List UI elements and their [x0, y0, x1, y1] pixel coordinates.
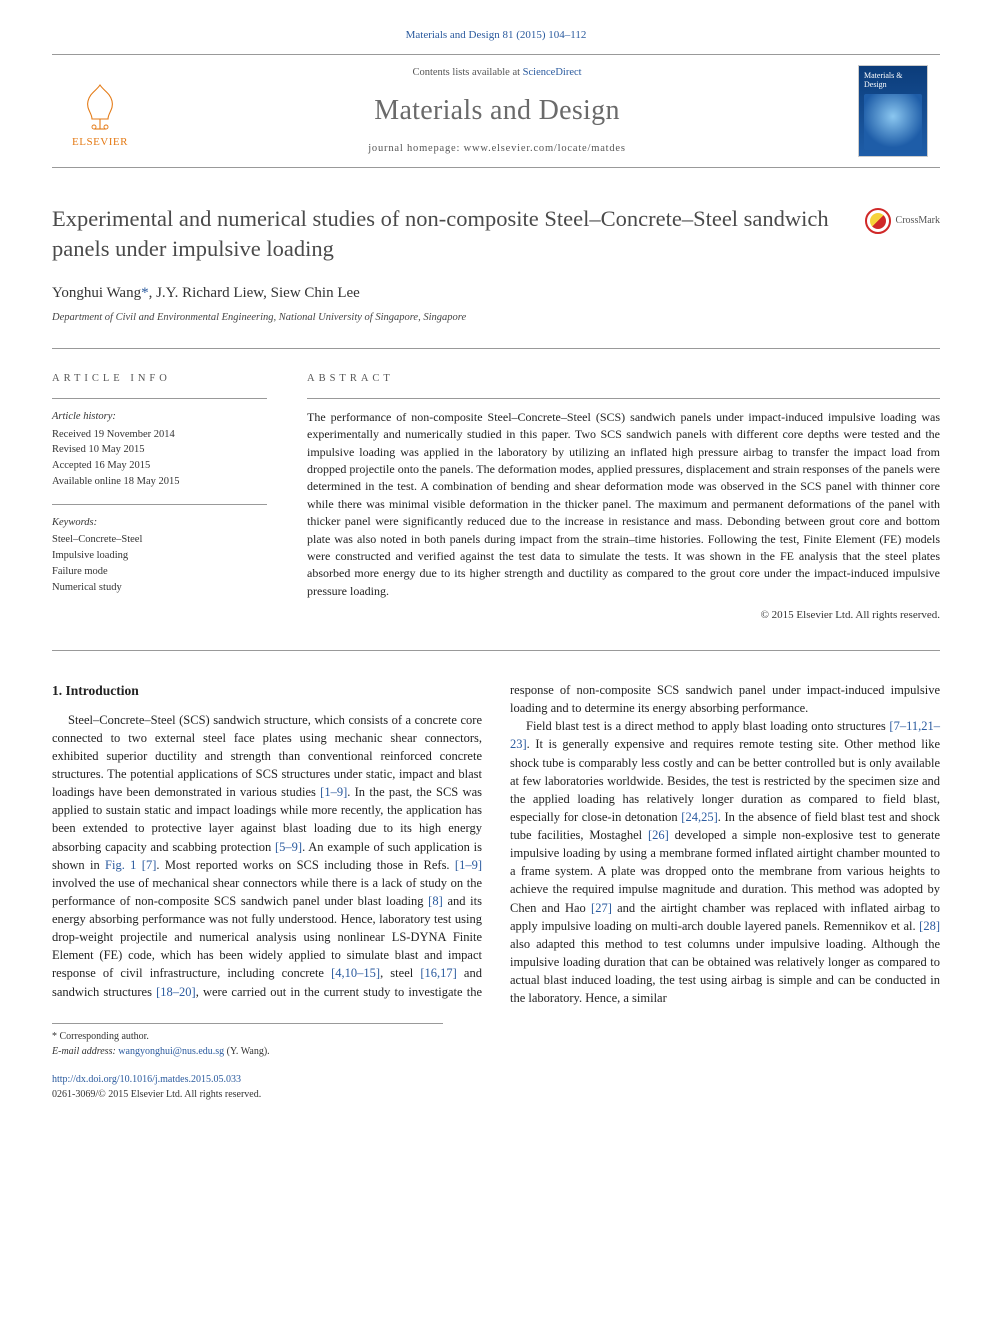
doi-link[interactable]: http://dx.doi.org/10.1016/j.matdes.2015.… [52, 1074, 241, 1085]
ref-link[interactable]: [1–9] [320, 785, 347, 799]
homepage-url[interactable]: www.elsevier.com/locate/matdes [464, 143, 626, 154]
divider [52, 650, 940, 651]
history-online: Available online 18 May 2015 [52, 474, 267, 490]
corresponding-author-note: * Corresponding author. [52, 1030, 443, 1045]
divider [52, 504, 267, 505]
abstract-text: The performance of non-composite Steel–C… [307, 409, 940, 600]
journal-homepage: journal homepage: www.elsevier.com/locat… [136, 141, 858, 156]
ref-link[interactable]: [1–9] [455, 858, 482, 872]
crossmark-button[interactable]: CrossMark [865, 208, 940, 234]
keyword: Failure mode [52, 564, 267, 580]
cover-title: Materials & Design [864, 72, 922, 90]
publisher-name: ELSEVIER [72, 135, 128, 151]
keyword: Numerical study [52, 580, 267, 596]
authors: Yonghui Wang*, J.Y. Richard Liew, Siew C… [52, 283, 940, 305]
abstract-copyright: © 2015 Elsevier Ltd. All rights reserved… [307, 608, 940, 624]
crossmark-icon [865, 208, 891, 234]
divider [52, 348, 940, 349]
divider [307, 398, 940, 399]
ref-link[interactable]: [27] [591, 901, 612, 915]
sciencedirect-link[interactable]: ScienceDirect [523, 67, 582, 78]
email-who: (Y. Wang). [224, 1046, 270, 1057]
authors-rest: , J.Y. Richard Liew, Siew Chin Lee [149, 285, 360, 301]
history-revised: Revised 10 May 2015 [52, 442, 267, 458]
history-title: Article history: [52, 409, 267, 425]
affiliation: Department of Civil and Environmental En… [52, 310, 940, 325]
fig-link[interactable]: Fig. 1 [105, 858, 136, 872]
ref-link[interactable]: [18–20] [156, 985, 196, 999]
elsevier-tree-icon [78, 81, 122, 131]
ref-link[interactable]: [8] [428, 894, 443, 908]
ref-link[interactable]: [5–9] [275, 840, 302, 854]
history-accepted: Accepted 16 May 2015 [52, 458, 267, 474]
journal-reference: Materials and Design 81 (2015) 104–112 [52, 28, 940, 44]
keywords-title: Keywords: [52, 515, 267, 531]
keyword: Steel–Concrete–Steel [52, 532, 267, 548]
divider [52, 398, 267, 399]
journal-cover-thumb: Materials & Design [858, 65, 928, 157]
abstract-heading: ABSTRACT [307, 371, 940, 386]
corr-author-email[interactable]: wangyonghui@nus.edu.sg [118, 1046, 224, 1057]
article-info-heading: ARTICLE INFO [52, 371, 267, 386]
ref-link[interactable]: [28] [919, 919, 940, 933]
cover-art [864, 94, 922, 150]
intro-paragraph-2: Field blast test is a direct method to a… [510, 717, 940, 1007]
section-heading-intro: 1. Introduction [52, 681, 482, 701]
crossmark-label: CrossMark [896, 214, 940, 229]
doi-block: http://dx.doi.org/10.1016/j.matdes.2015.… [52, 1073, 940, 1102]
ref-link[interactable]: [16,17] [420, 966, 456, 980]
contents-prefix: Contents lists available at [412, 67, 522, 78]
email-label: E-mail address: [52, 1046, 118, 1057]
article-title: Experimental and numerical studies of no… [52, 204, 865, 265]
corr-author-marker[interactable]: * [141, 285, 149, 301]
homepage-prefix: journal homepage: [368, 143, 463, 154]
ref-link[interactable]: [26] [648, 828, 669, 842]
ref-link[interactable]: [24,25] [681, 810, 717, 824]
issn-copyright: 0261-3069/© 2015 Elsevier Ltd. All right… [52, 1089, 261, 1100]
ref-link[interactable]: [4,10–15] [331, 966, 380, 980]
footnotes: * Corresponding author. E-mail address: … [52, 1023, 443, 1059]
journal-header: ELSEVIER Contents lists available at Sci… [52, 54, 940, 168]
journal-name: Materials and Design [136, 91, 858, 132]
publisher-logo: ELSEVIER [64, 71, 136, 151]
history-received: Received 19 November 2014 [52, 427, 267, 443]
author-1: Yonghui Wang [52, 285, 141, 301]
ref-link[interactable]: [7] [142, 858, 157, 872]
contents-available: Contents lists available at ScienceDirec… [136, 65, 858, 80]
keyword: Impulsive loading [52, 548, 267, 564]
